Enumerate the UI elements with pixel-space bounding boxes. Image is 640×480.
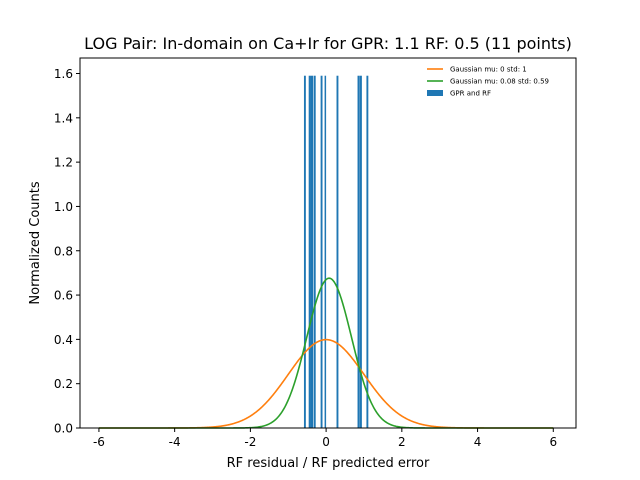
y-tick-label-5: 1.0 bbox=[54, 200, 73, 214]
histogram-bar-5 bbox=[324, 75, 327, 428]
x-tick-label-3: 0 bbox=[322, 435, 330, 449]
histogram-bar-7 bbox=[357, 75, 360, 428]
y-tick-label-1: 0.2 bbox=[54, 377, 73, 391]
legend: Gaussian mu: 0 std: 1 Gaussian mu: 0.08 s… bbox=[427, 66, 549, 98]
y-axis-ticks: 0.0 0.2 0.4 0.6 0.8 1.0 1.2 1.4 1.6 bbox=[54, 67, 80, 436]
plot-frame bbox=[79, 57, 577, 429]
histogram-bar-1 bbox=[308, 75, 311, 428]
legend-label-0: Gaussian mu: 0 std: 1 bbox=[450, 66, 527, 74]
legend-swatch-2 bbox=[427, 90, 443, 96]
legend-label-1: Gaussian mu: 0.08 std: 0.59 bbox=[450, 78, 549, 86]
x-tick-label-1: -4 bbox=[169, 435, 181, 449]
y-tick-label-8: 1.6 bbox=[54, 67, 73, 81]
histogram-bar-3 bbox=[313, 75, 316, 428]
x-axis-ticks: -6 -4 -2 0 2 4 6 bbox=[93, 428, 557, 449]
histogram-bar-8 bbox=[359, 75, 362, 428]
y-tick-label-4: 0.8 bbox=[54, 244, 73, 258]
y-axis-label: Normalized Counts bbox=[28, 181, 43, 304]
legend-label-2: GPR and RF bbox=[450, 90, 491, 98]
x-tick-label-5: 4 bbox=[474, 435, 482, 449]
histogram-bar-6 bbox=[336, 75, 339, 428]
x-tick-label-4: 2 bbox=[398, 435, 406, 449]
histogram-bar-9 bbox=[366, 75, 369, 428]
histogram-bars bbox=[303, 75, 369, 428]
y-tick-label-7: 1.4 bbox=[54, 111, 73, 125]
x-tick-label-2: -2 bbox=[244, 435, 256, 449]
y-tick-label-2: 0.4 bbox=[54, 333, 73, 347]
y-tick-label-3: 0.6 bbox=[54, 289, 73, 303]
histogram-bar-4 bbox=[320, 75, 323, 428]
x-tick-label-0: -6 bbox=[93, 435, 105, 449]
chart-title: LOG Pair: In-domain on Ca+Ir for GPR: 1.… bbox=[84, 34, 572, 53]
histogram-bar-0 bbox=[303, 75, 306, 428]
histogram-bar-2 bbox=[310, 75, 314, 428]
x-axis-label: RF residual / RF predicted error bbox=[227, 456, 430, 471]
y-tick-label-0: 0.0 bbox=[54, 422, 73, 436]
y-tick-label-6: 1.2 bbox=[54, 156, 73, 170]
x-tick-label-6: 6 bbox=[549, 435, 557, 449]
